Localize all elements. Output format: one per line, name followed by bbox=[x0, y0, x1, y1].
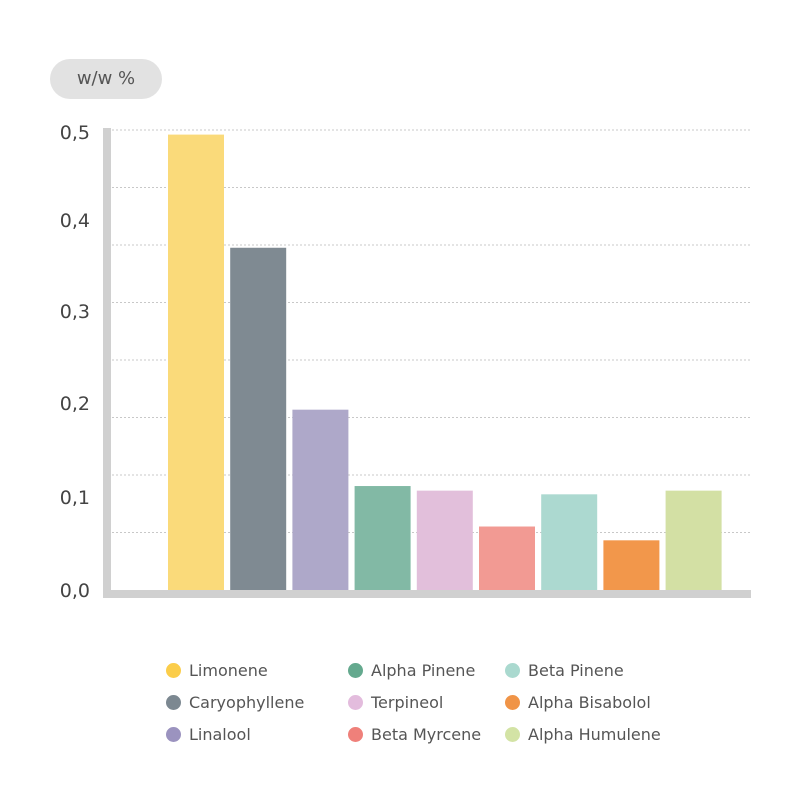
legend-label: Terpineol bbox=[371, 692, 444, 712]
legend-item: Beta Myrcene bbox=[348, 722, 505, 746]
legend-swatch bbox=[348, 726, 363, 742]
legend-swatch bbox=[166, 726, 181, 742]
legend-swatch bbox=[505, 694, 520, 710]
legend-label: Limonene bbox=[189, 660, 268, 680]
bar-limonene bbox=[168, 134, 224, 590]
legend-item: Alpha Pinene bbox=[348, 658, 505, 682]
legend-item: Caryophyllene bbox=[166, 690, 348, 714]
legend-label: Beta Pinene bbox=[528, 660, 624, 680]
bar-alpha-pinene bbox=[354, 486, 411, 590]
bar-alpha-humulene bbox=[665, 490, 722, 590]
legend-swatch bbox=[166, 694, 181, 710]
legend-item: Terpineol bbox=[348, 690, 505, 714]
legend-item: Beta Pinene bbox=[505, 658, 685, 682]
bar-beta-myrcene bbox=[479, 526, 535, 590]
y-tick-label: 0,1 bbox=[60, 487, 90, 509]
legend-swatch bbox=[348, 662, 363, 678]
x-axis bbox=[103, 590, 751, 598]
y-tick-label: 0,5 bbox=[60, 122, 90, 144]
bar-terpineol bbox=[416, 490, 473, 590]
legend-item: Alpha Bisabolol bbox=[505, 690, 685, 714]
legend-label: Beta Myrcene bbox=[371, 724, 482, 744]
legend-label: Linalool bbox=[189, 724, 251, 744]
y-tick-label: 0,3 bbox=[60, 301, 90, 323]
legend-swatch bbox=[505, 662, 520, 678]
legend-swatch bbox=[348, 694, 363, 710]
bar-alpha-bisabolol bbox=[603, 540, 660, 590]
legend-swatch bbox=[505, 726, 520, 742]
y-tick-label: 0,4 bbox=[60, 210, 90, 232]
y-axis-unit-label: w/w % bbox=[50, 59, 162, 99]
bar-beta-pinene bbox=[541, 494, 598, 590]
bar-linalool bbox=[292, 409, 349, 590]
legend-label: Alpha Humulene bbox=[528, 724, 661, 744]
legend-item: Limonene bbox=[166, 658, 348, 682]
bar-caryophyllene bbox=[230, 247, 287, 590]
legend: Limonene Alpha Pinene Beta Pinene Caryophyl… bbox=[166, 658, 685, 746]
y-axis bbox=[103, 128, 111, 598]
legend-label: Alpha Bisabolol bbox=[528, 692, 651, 712]
legend-item: Linalool bbox=[166, 722, 348, 746]
y-tick-label: 0,2 bbox=[60, 393, 90, 415]
legend-swatch bbox=[166, 662, 181, 678]
legend-item: Alpha Humulene bbox=[505, 722, 685, 746]
y-tick-label: 0,0 bbox=[60, 580, 90, 602]
legend-label: Alpha Pinene bbox=[371, 660, 476, 680]
legend-label: Caryophyllene bbox=[189, 692, 305, 712]
